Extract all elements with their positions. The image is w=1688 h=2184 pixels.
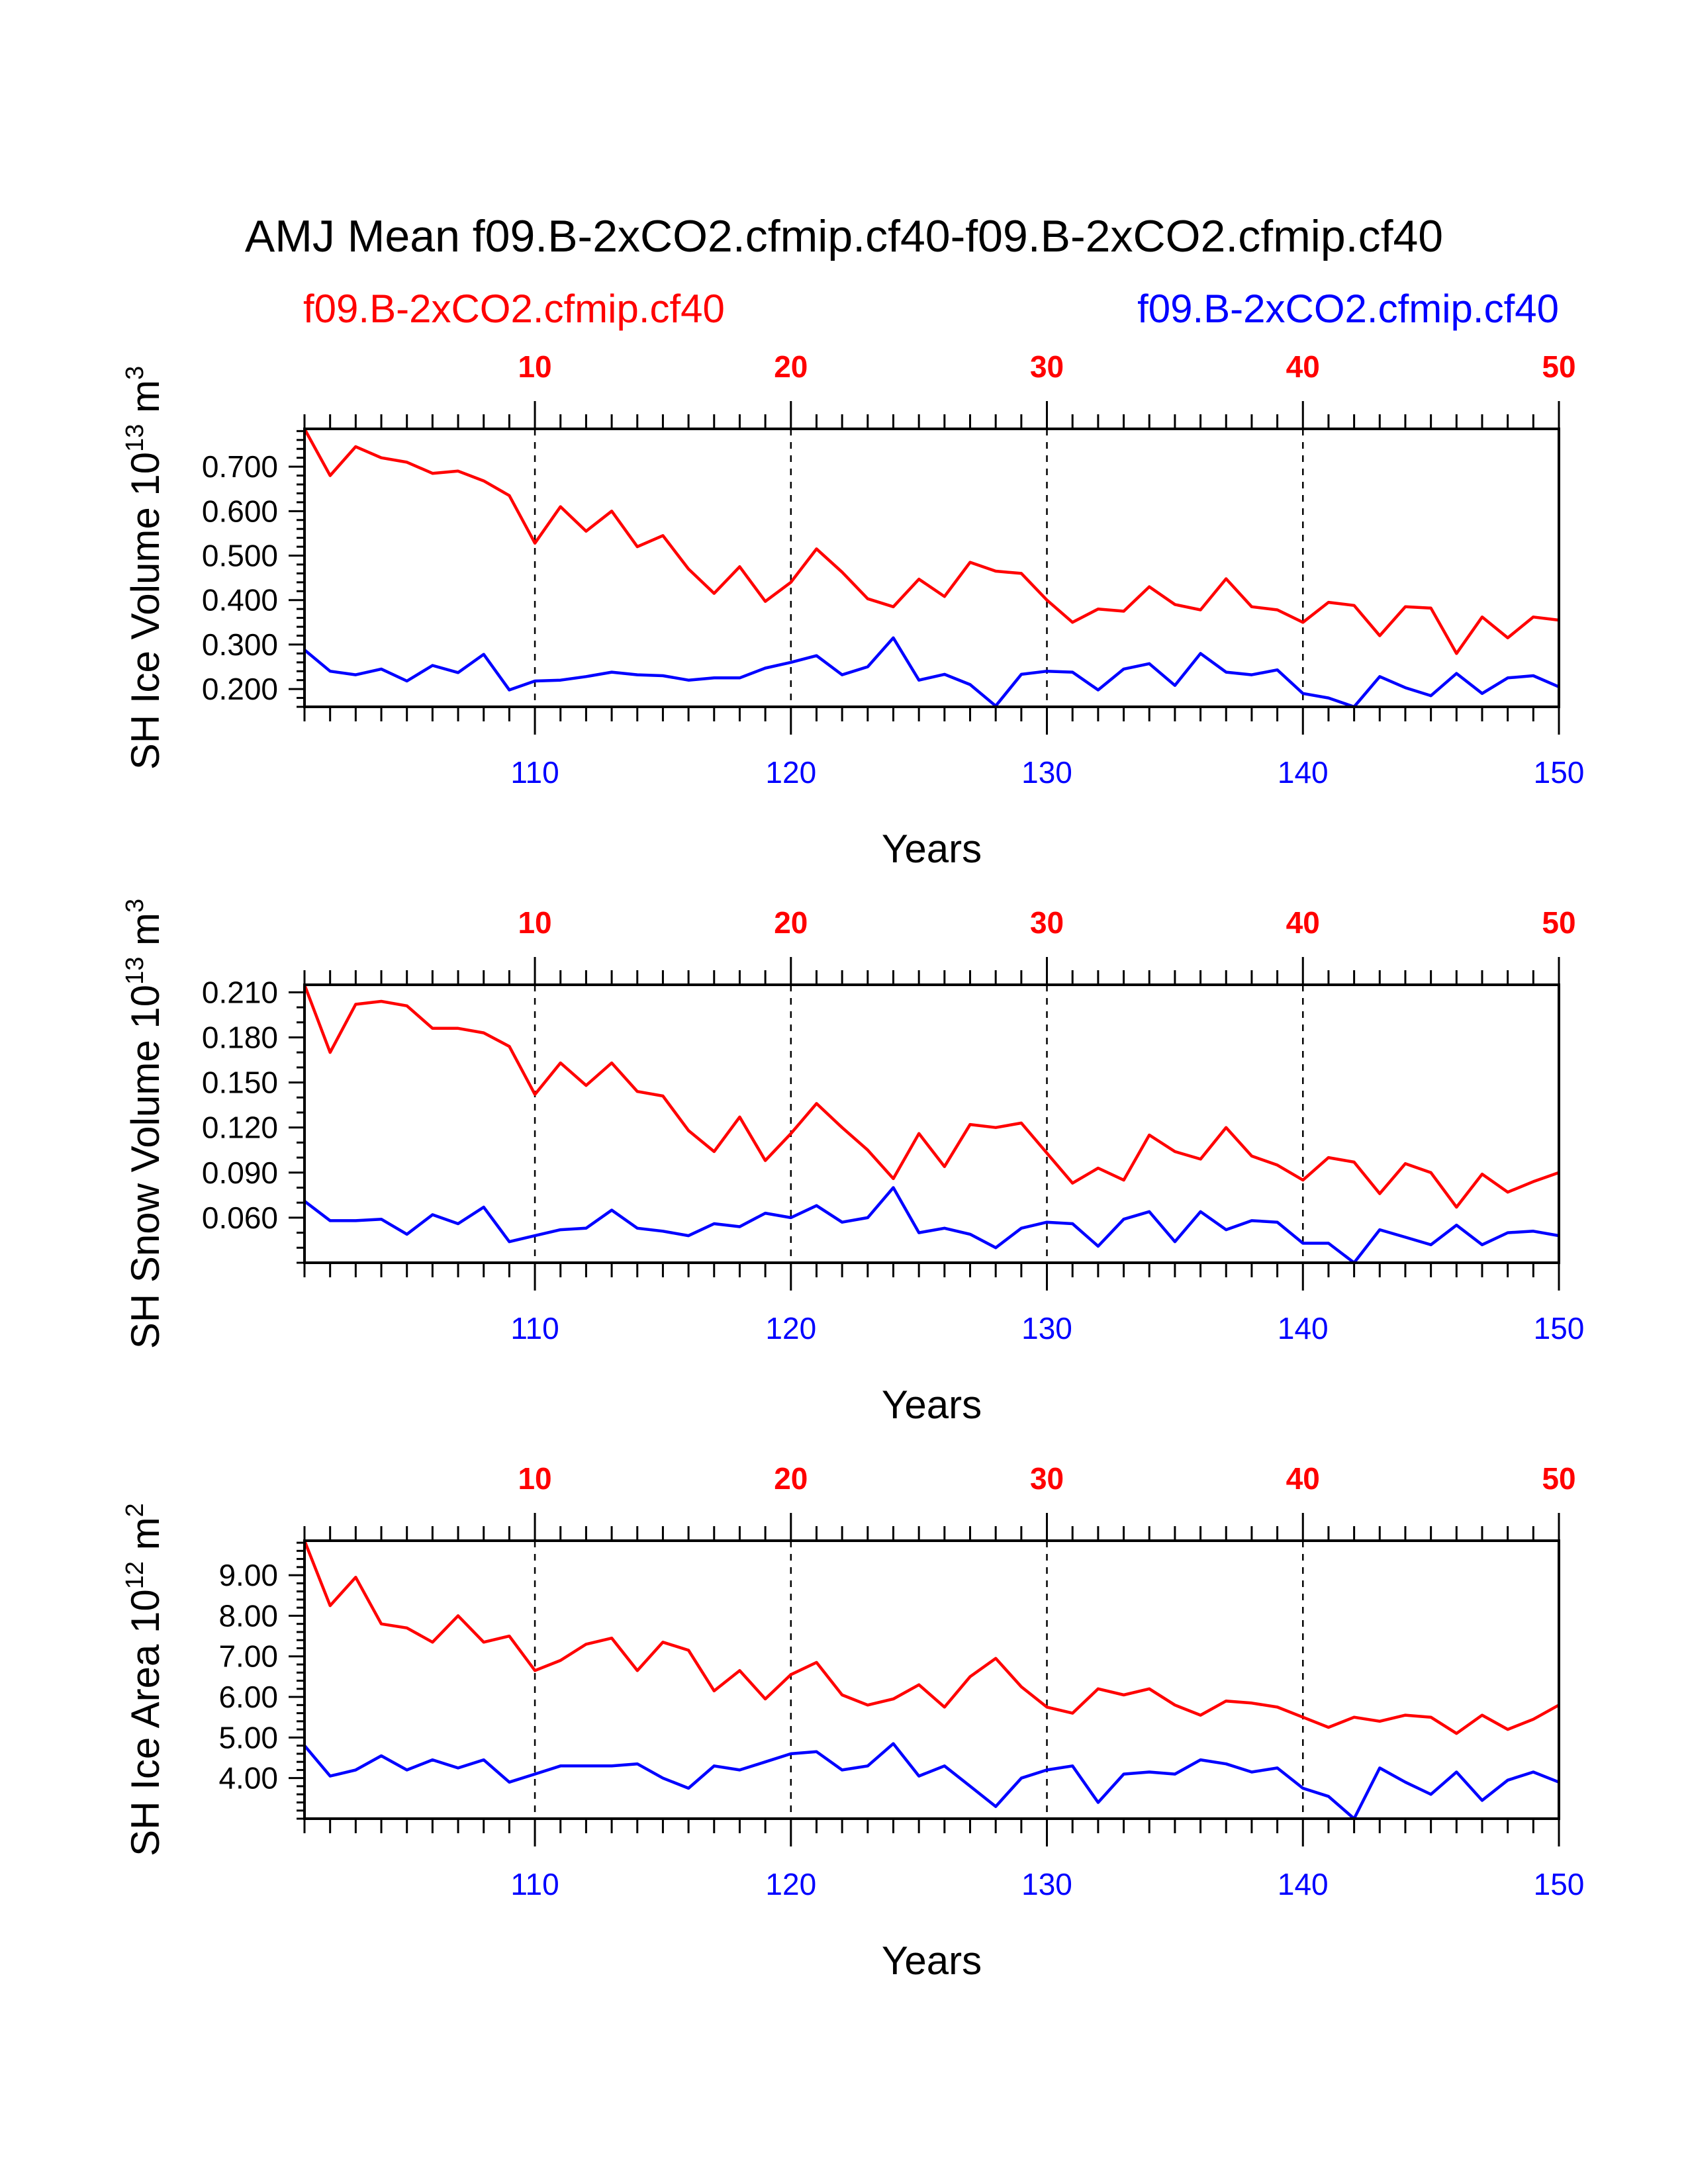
panel-ice-area: 110 120 130 140 150 10 20 30 40 50 9.00 8.00 7.00 6.0… — [121, 1461, 1584, 1983]
y-tick-label: 7.00 — [218, 1639, 278, 1674]
x-tick-label-bottom: 150 — [1534, 755, 1585, 790]
y-axis-label: SH Ice Area 1012 m2 — [121, 1503, 167, 1856]
series-line-blue — [303, 636, 1560, 709]
x-axis-label: Years — [882, 1938, 982, 1983]
figure-title: AMJ Mean f09.B-2xCO2.cfmip.cf40-f09.B-2x… — [245, 211, 1443, 261]
x-tick-label-bottom: 150 — [1534, 1311, 1585, 1345]
y-tick-label: 0.700 — [202, 449, 278, 484]
x-tick-label-top: 20 — [774, 349, 808, 384]
x-tick-label-bottom: 130 — [1021, 1311, 1072, 1345]
x-tick-label-bottom: 120 — [765, 1311, 816, 1345]
legend-label-red: f09.B-2xCO2.cfmip.cf40 — [303, 287, 725, 331]
y-tick-label: 0.090 — [202, 1156, 278, 1190]
x-axis-label: Years — [882, 1383, 982, 1427]
x-tick-label-bottom: 120 — [765, 755, 816, 790]
y-tick-label: 0.200 — [202, 672, 278, 706]
x-tick-label-bottom: 130 — [1021, 755, 1072, 790]
series-line-red — [303, 428, 1560, 655]
x-tick-label-top: 50 — [1542, 349, 1575, 384]
y-tick-label: 6.00 — [218, 1680, 278, 1714]
series-line-blue — [303, 1186, 1560, 1265]
x-tick-label-bottom: 120 — [765, 1867, 816, 1901]
x-tick-label-bottom: 150 — [1534, 1867, 1585, 1901]
x-tick-label-top: 40 — [1286, 905, 1320, 940]
y-tick-label: 0.180 — [202, 1020, 278, 1054]
x-tick-label-bottom: 140 — [1278, 1867, 1329, 1901]
series-line-red — [303, 1540, 1560, 1735]
x-tick-label-bottom: 110 — [510, 1311, 559, 1345]
x-tick-label-bottom: 110 — [510, 755, 559, 790]
x-tick-label-top: 50 — [1542, 905, 1575, 940]
x-tick-label-top: 20 — [774, 905, 808, 940]
x-tick-label-top: 30 — [1030, 1461, 1064, 1496]
x-tick-label-bottom: 110 — [510, 1867, 559, 1901]
legend-label-blue: f09.B-2xCO2.cfmip.cf40 — [1137, 287, 1559, 331]
y-axis-label: SH Snow Volume 1013 m3 — [121, 899, 167, 1349]
y-tick-label: 0.400 — [202, 583, 278, 617]
x-tick-label-top: 20 — [774, 1461, 808, 1496]
x-tick-label-top: 10 — [518, 905, 551, 940]
x-tick-label-bottom: 140 — [1278, 755, 1329, 790]
y-tick-label: 9.00 — [218, 1558, 278, 1592]
plot-frame — [303, 983, 1560, 1264]
plot-frame — [303, 428, 1560, 708]
x-tick-label-top: 40 — [1286, 1461, 1320, 1496]
panels: 110 120 130 140 150 10 20 30 40 50 0.700 0.600 0.500… — [121, 349, 1584, 1983]
y-tick-label: 5.00 — [218, 1720, 278, 1754]
y-tick-label: 0.060 — [202, 1201, 278, 1235]
x-tick-label-top: 30 — [1030, 349, 1064, 384]
x-tick-label-top: 30 — [1030, 905, 1064, 940]
y-tick-label: 0.210 — [202, 975, 278, 1009]
x-tick-label-top: 40 — [1286, 349, 1320, 384]
y-tick-label: 0.150 — [202, 1066, 278, 1100]
x-tick-label-top: 50 — [1542, 1461, 1575, 1496]
x-tick-label-top: 10 — [518, 349, 551, 384]
y-tick-label: 0.300 — [202, 627, 278, 662]
x-axis-label: Years — [882, 827, 982, 871]
y-tick-label: 0.120 — [202, 1111, 278, 1145]
x-tick-label-bottom: 130 — [1021, 1867, 1072, 1901]
panel-snow-volume: 110 120 130 140 150 10 20 30 40 50 0.210 0.180 0.150… — [121, 899, 1584, 1427]
series-line-blue — [303, 1742, 1560, 1821]
x-tick-label-bottom: 140 — [1278, 1311, 1329, 1345]
y-axis-label: SH Ice Volume 1013 m3 — [121, 366, 167, 770]
y-tick-label: 0.600 — [202, 494, 278, 528]
y-tick-label: 0.500 — [202, 539, 278, 573]
series-line-red — [303, 984, 1560, 1209]
y-tick-label: 4.00 — [218, 1761, 278, 1796]
y-tick-label: 8.00 — [218, 1598, 278, 1633]
plot-frame — [303, 1539, 1560, 1820]
x-tick-label-top: 10 — [518, 1461, 551, 1496]
panel-ice-volume: 110 120 130 140 150 10 20 30 40 50 0.700 0.600 0.500… — [121, 349, 1584, 871]
